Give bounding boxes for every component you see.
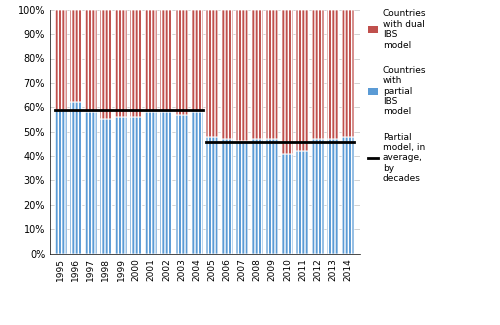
Bar <box>206 136 218 254</box>
Bar <box>54 10 66 110</box>
Bar <box>326 10 339 139</box>
Bar <box>100 10 112 120</box>
Bar <box>100 120 112 254</box>
Bar <box>70 10 82 102</box>
Bar <box>312 139 324 254</box>
Bar <box>115 10 127 117</box>
Bar <box>190 112 202 254</box>
Bar <box>54 110 66 254</box>
Bar <box>251 10 263 139</box>
Bar <box>326 139 339 254</box>
Bar <box>206 10 218 136</box>
Bar <box>296 151 308 254</box>
Bar <box>176 115 188 254</box>
Bar <box>282 154 294 254</box>
Bar <box>160 112 172 254</box>
Bar <box>85 10 97 112</box>
Bar <box>296 10 308 151</box>
Bar <box>236 10 248 141</box>
Bar <box>266 139 278 254</box>
Bar <box>100 10 112 120</box>
Bar <box>251 139 263 254</box>
Bar <box>236 10 248 141</box>
Bar <box>342 10 354 136</box>
Bar <box>221 10 233 139</box>
Bar <box>282 10 294 154</box>
Bar <box>221 139 233 254</box>
Bar <box>176 115 188 254</box>
Bar <box>342 136 354 254</box>
Bar <box>282 154 294 254</box>
Bar <box>160 112 172 254</box>
Bar <box>190 10 202 112</box>
Bar <box>282 10 294 154</box>
Bar <box>296 10 308 151</box>
Legend: Countries
with dual
IBS
model, Countries
with
partial
IBS
model, Partial
model, : Countries with dual IBS model, Countries… <box>368 9 426 183</box>
Bar <box>342 136 354 254</box>
Bar <box>312 10 324 139</box>
Bar <box>85 112 97 254</box>
Bar <box>206 10 218 136</box>
Bar <box>146 10 158 112</box>
Bar <box>221 139 233 254</box>
Bar <box>236 141 248 254</box>
Bar <box>266 10 278 139</box>
Bar <box>342 10 354 136</box>
Bar <box>236 141 248 254</box>
Bar <box>251 10 263 139</box>
Bar <box>85 10 97 112</box>
Bar <box>54 10 66 110</box>
Bar <box>130 10 142 117</box>
Bar <box>130 117 142 254</box>
Bar <box>266 139 278 254</box>
Bar <box>54 110 66 254</box>
Bar <box>176 10 188 115</box>
Bar <box>221 10 233 139</box>
Bar <box>70 102 82 254</box>
Bar <box>100 120 112 254</box>
Bar <box>130 10 142 117</box>
Bar <box>160 10 172 112</box>
Bar <box>206 136 218 254</box>
Bar <box>70 102 82 254</box>
Bar <box>70 10 82 102</box>
Bar <box>326 10 339 139</box>
Bar <box>130 117 142 254</box>
Bar <box>160 10 172 112</box>
Bar <box>115 10 127 117</box>
Bar <box>312 10 324 139</box>
Bar <box>326 139 339 254</box>
Bar <box>312 139 324 254</box>
Bar <box>190 10 202 112</box>
Bar <box>176 10 188 115</box>
Bar <box>146 112 158 254</box>
Bar <box>266 10 278 139</box>
Bar <box>115 117 127 254</box>
Bar <box>146 10 158 112</box>
Bar <box>296 151 308 254</box>
Bar <box>146 112 158 254</box>
Bar <box>251 139 263 254</box>
Bar <box>115 117 127 254</box>
Bar <box>85 112 97 254</box>
Bar <box>190 112 202 254</box>
